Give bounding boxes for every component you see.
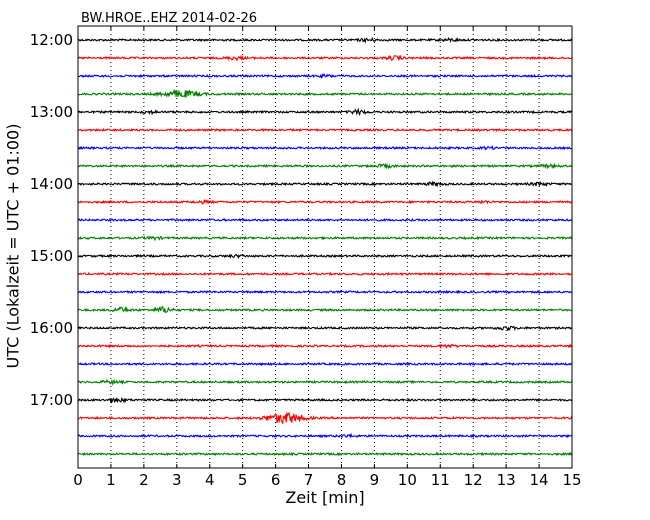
trace-line [77,217,573,223]
x-tick-label: 5 [238,471,248,489]
trace-line [78,54,573,62]
x-tick-label: 11 [431,471,450,489]
trace-line [77,432,573,439]
x-tick-label: 6 [271,471,281,489]
y-tick-label: 13:00 [30,103,73,121]
x-tick-label: 8 [337,471,347,489]
x-tick-label: 2 [139,471,149,489]
x-tick-label: 10 [398,471,417,489]
trace-line [77,271,573,277]
trace-line [77,451,573,457]
trace-line [77,378,573,386]
trace-line [77,144,573,151]
x-tick-label: 15 [562,471,581,489]
x-tick-label: 9 [370,471,380,489]
y-tick-label: 17:00 [30,391,73,409]
trace-line [77,127,573,133]
y-axis-label: UTC (Lokalzeit = UTC + 01:00) [3,123,23,369]
x-tick-label: 14 [530,471,549,489]
trace-line [77,180,573,188]
grid-lines [110,26,540,468]
x-axis-label: Zeit [min] [285,488,365,507]
trace-line [77,397,573,404]
trace-line [77,325,573,332]
x-tick-label: 13 [497,471,516,489]
y-tick-label: 12:00 [30,31,73,49]
trace-line [77,361,573,367]
x-tick-label: 12 [464,471,483,489]
trace-line [77,198,573,205]
trace-line [78,305,573,313]
trace-line [77,411,573,425]
trace-line [77,107,573,116]
x-tick-label: 4 [205,471,215,489]
trace-lines [77,36,573,457]
trace-line [77,289,573,295]
x-tick-label: 7 [304,471,314,489]
trace-line [77,36,572,44]
trace-line [77,88,573,98]
x-tick-label: 3 [172,471,182,489]
trace-line [77,235,573,242]
plot-frame [77,25,573,469]
y-tick-label: 15:00 [30,247,73,265]
x-tick-label: 1 [106,471,116,489]
y-tick-label: 14:00 [30,175,73,193]
trace-line [77,162,572,170]
x-tick-label: 0 [73,471,83,489]
y-tick-label: 16:00 [30,319,73,337]
axis-ticks: 0 1 2 3 4 5 6 7 8 9 10 11 12 13 14 1512:0013:0014:0015:… [30,26,582,489]
trace-line [77,72,573,79]
trace-line [77,343,573,350]
chart-title: BW.HROE..EHZ 2014-02-26 [81,11,258,26]
trace-line [77,253,573,260]
